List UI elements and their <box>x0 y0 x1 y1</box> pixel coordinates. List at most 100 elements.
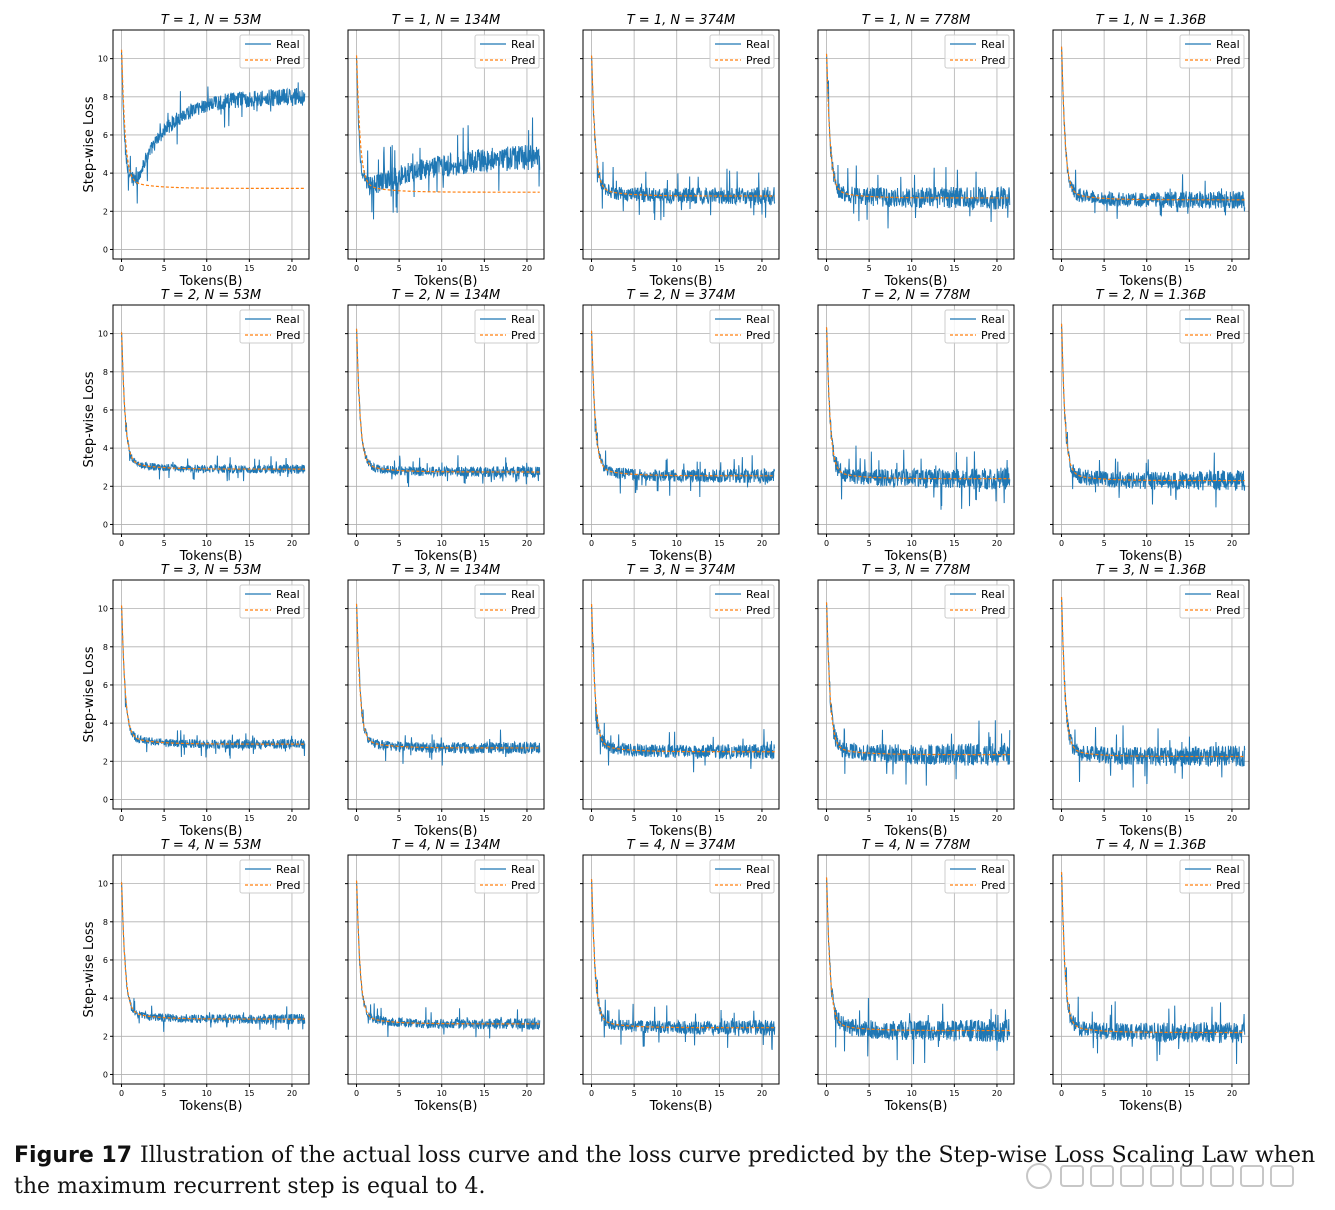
y-tick-label: 4 <box>103 169 108 178</box>
legend: Real Pred <box>239 34 305 69</box>
x-tick-label: 15 <box>949 1089 959 1098</box>
x-tick-label: 15 <box>244 539 254 548</box>
y-tick-label: 8 <box>103 93 108 102</box>
chart-panel: T = 4, N = 1.36B 0 5 10 15 20 Tokens(B) Real Pre… <box>1050 838 1250 1114</box>
x-axis-label: Tokens(B) <box>179 824 243 839</box>
x-tick-label: 20 <box>757 1089 767 1098</box>
x-tick-label: 5 <box>867 539 872 548</box>
x-axis-label: Tokens(B) <box>884 824 948 839</box>
panel-title: T = 2, N = 778M <box>862 288 971 303</box>
plot-frame <box>347 29 545 260</box>
series-line-real <box>121 332 306 482</box>
x-tick-label: 0 <box>1059 539 1064 548</box>
x-tick-label: 20 <box>992 1089 1002 1098</box>
panel-title: T = 4, N = 134M <box>392 838 501 853</box>
x-tick-label: 10 <box>202 1089 212 1098</box>
series-line-real <box>826 877 1011 1065</box>
x-tick-label: 5 <box>397 264 402 273</box>
x-tick-label: 15 <box>714 539 724 548</box>
x-tick-label: 5 <box>1102 814 1107 823</box>
series-line-real <box>121 605 306 759</box>
chart-panel: T = 3, N = 374M 0 5 10 15 20 Tokens(B) Real Pred <box>580 563 780 839</box>
series-line-real <box>591 330 776 497</box>
x-axis-label: Tokens(B) <box>884 274 948 289</box>
panel-title: T = 2, N = 1.36B <box>1096 288 1206 303</box>
y-tick-label: 6 <box>103 406 108 415</box>
panel-title: T = 4, N = 53M <box>161 838 261 853</box>
legend-label-real: Real <box>276 313 300 326</box>
legend: Real Pred <box>239 859 305 894</box>
legend-label-pred: Pred <box>276 329 300 342</box>
x-tick-label: 0 <box>824 264 829 273</box>
series-line-real <box>591 879 776 1050</box>
y-tick-label: 4 <box>103 719 108 728</box>
legend-label-real: Real <box>981 38 1005 51</box>
x-tick-label: 15 <box>1184 814 1194 823</box>
y-axis-label: Step-wise Loss <box>82 646 97 742</box>
y-tick-label: 10 <box>98 605 108 614</box>
legend-label-real: Real <box>276 588 300 601</box>
series-line-pred <box>590 879 775 1029</box>
legend-label-pred: Pred <box>746 604 770 617</box>
x-axis-label: Tokens(B) <box>649 824 713 839</box>
x-tick-label: 15 <box>1184 539 1194 548</box>
legend-label-real: Real <box>746 38 770 51</box>
series-line-real <box>1061 323 1246 508</box>
legend-label-real: Real <box>511 863 535 876</box>
plot-frame <box>817 304 1015 535</box>
x-tick-label: 20 <box>1227 814 1237 823</box>
y-tick-label: 6 <box>103 131 108 140</box>
x-tick-label: 20 <box>522 264 532 273</box>
x-tick-label: 0 <box>119 814 124 823</box>
series-line-pred <box>825 877 1010 1032</box>
legend-label-pred: Pred <box>1216 54 1240 67</box>
x-tick-label: 10 <box>907 1089 917 1098</box>
x-axis-label: Tokens(B) <box>414 824 478 839</box>
x-tick-label: 20 <box>287 264 297 273</box>
plot-frame <box>112 854 310 1085</box>
x-tick-label: 15 <box>479 814 489 823</box>
y-tick-label: 10 <box>98 880 108 889</box>
legend: Real Pred <box>944 309 1010 344</box>
x-tick-label: 10 <box>1142 814 1152 823</box>
series-line-pred <box>120 605 305 745</box>
chart-panel: T = 1, N = 374M 0 5 10 15 20 Tokens(B) Real Pred <box>580 13 780 289</box>
x-tick-label: 20 <box>522 814 532 823</box>
chart-panel: T = 2, N = 1.36B 0 5 10 15 20 Tokens(B) Real Pre… <box>1050 288 1250 564</box>
x-tick-label: 5 <box>397 539 402 548</box>
y-tick-label: 8 <box>103 643 108 652</box>
legend: Real Pred <box>1179 309 1245 344</box>
y-tick-label: 6 <box>103 681 108 690</box>
legend-label-real: Real <box>1216 588 1240 601</box>
x-tick-label: 10 <box>907 264 917 273</box>
legend-label-pred: Pred <box>1216 604 1240 617</box>
x-tick-label: 0 <box>1059 814 1064 823</box>
legend-label-pred: Pred <box>511 879 535 892</box>
x-tick-label: 20 <box>992 264 1002 273</box>
x-axis-label: Tokens(B) <box>649 1099 713 1114</box>
series-line-pred <box>355 328 540 473</box>
x-tick-label: 15 <box>244 814 254 823</box>
legend-label-pred: Pred <box>981 604 1005 617</box>
y-tick-label: 6 <box>103 956 108 965</box>
x-tick-label: 15 <box>479 1089 489 1098</box>
plot-frame <box>582 304 780 535</box>
plot-frame <box>1052 304 1250 535</box>
legend-label-real: Real <box>511 38 535 51</box>
plot-frame <box>1052 579 1250 810</box>
y-tick-label: 2 <box>103 1032 108 1041</box>
panel-title: T = 1, N = 1.36B <box>1096 13 1206 28</box>
series-line-pred <box>120 49 305 189</box>
plot-frame <box>347 854 545 1085</box>
x-axis-label: Tokens(B) <box>884 549 948 564</box>
legend: Real Pred <box>239 309 305 344</box>
legend: Real Pred <box>1179 859 1245 894</box>
series-line-real <box>591 55 776 221</box>
plot-frame <box>112 304 310 535</box>
watermark-graphic <box>1026 1163 1294 1189</box>
series-line-pred <box>1060 872 1245 1034</box>
x-tick-label: 5 <box>397 1089 402 1098</box>
x-tick-label: 0 <box>824 814 829 823</box>
